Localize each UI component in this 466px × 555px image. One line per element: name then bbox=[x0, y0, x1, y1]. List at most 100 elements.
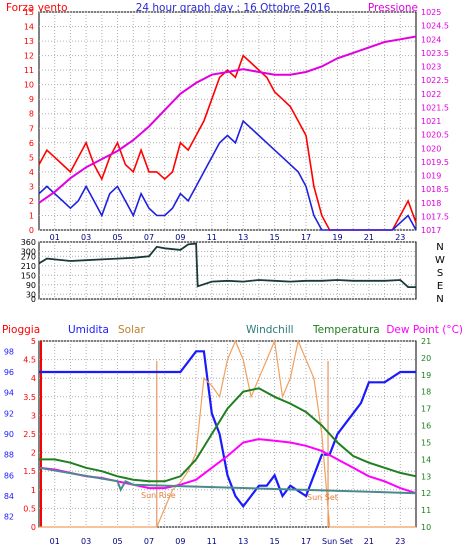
compass-label: W bbox=[435, 255, 445, 266]
hour-tick-label: 23 bbox=[395, 233, 405, 242]
direction-tick-label: 210 bbox=[21, 262, 36, 271]
direction-tick-label: 30 bbox=[26, 290, 36, 299]
wind-tick-label: 15 bbox=[24, 8, 34, 17]
pressure-tick-label: 1018 bbox=[421, 199, 441, 208]
pioggia-tick-label: 0.5 bbox=[23, 504, 36, 513]
pressure-tick-label: 1022.5 bbox=[421, 76, 449, 85]
direction-tick-label: 0 bbox=[31, 295, 36, 304]
hour-tick-label: 23 bbox=[395, 537, 405, 546]
temperatura-tick-label: 12 bbox=[421, 489, 431, 498]
wind-tick-label: 7 bbox=[29, 124, 34, 133]
hour-tick-label: 05 bbox=[112, 537, 122, 546]
wind-tick-label: 5 bbox=[29, 153, 34, 162]
umidita-tick-label: 92 bbox=[4, 409, 14, 418]
temperatura-tick-label: 21 bbox=[421, 337, 431, 346]
wind-series bbox=[38, 35, 417, 231]
hour-tick-label: 07 bbox=[144, 233, 154, 242]
direction-tick-label: 300 bbox=[21, 248, 36, 257]
pioggia-label: Pioggia bbox=[2, 324, 40, 336]
pressure-tick-label: 1024.5 bbox=[421, 22, 449, 31]
umidita-tick-label: 86 bbox=[4, 471, 14, 480]
hour-tick-label: 01 bbox=[50, 537, 60, 546]
pioggia-tick-label: 4.5 bbox=[23, 356, 36, 365]
wind-tick-label: 2 bbox=[29, 197, 34, 206]
hour-tick-label: 21 bbox=[364, 233, 374, 242]
direction-tick-label: 270 bbox=[21, 252, 36, 261]
wind-tick-label: 1 bbox=[29, 211, 34, 220]
umidita-tick-label: 84 bbox=[4, 492, 14, 501]
wind-speed-label: Forza vento bbox=[6, 2, 68, 14]
pressure-tick-label: 1021.5 bbox=[421, 103, 449, 112]
temperatura-tick-label: 13 bbox=[421, 472, 431, 481]
pressure-tick-label: 1020 bbox=[421, 144, 441, 153]
wind-tick-label: 12 bbox=[24, 52, 34, 61]
climate-series bbox=[38, 338, 417, 528]
umidita-tick-label: 98 bbox=[4, 347, 14, 356]
pressure-tick-label: 1025 bbox=[421, 8, 441, 17]
hour-tick-label: Sun Set bbox=[322, 537, 353, 546]
pioggia-tick-label: 4 bbox=[31, 374, 36, 383]
umidita-tick-label: 82 bbox=[4, 513, 14, 522]
temperatura-tick-label: 10 bbox=[421, 523, 431, 532]
wind-tick-label: 13 bbox=[24, 37, 34, 46]
pressure-tick-label: 1017.5 bbox=[421, 212, 449, 221]
temperatura-tick-label: 14 bbox=[421, 455, 431, 464]
direction-tick-label: 90 bbox=[26, 281, 36, 290]
umidita-label: Umidita bbox=[68, 324, 109, 336]
series-raffica bbox=[38, 119, 417, 231]
hour-tick-label: 21 bbox=[364, 537, 374, 546]
wind-panel-frame bbox=[38, 11, 417, 231]
wind-tick-label: 14 bbox=[24, 23, 34, 32]
pioggia-tick-label: 1.5 bbox=[23, 467, 36, 476]
pressure-tick-label: 1021 bbox=[421, 117, 441, 126]
pressure-tick-label: 1022 bbox=[421, 90, 441, 99]
pioggia-tick-label: 0 bbox=[31, 523, 36, 532]
pressure-tick-label: 1017 bbox=[421, 226, 441, 235]
temperatura-tick-label: 16 bbox=[421, 422, 431, 431]
hour-tick-label: 11 bbox=[207, 537, 217, 546]
hour-tick-label: 17 bbox=[301, 233, 311, 242]
sunrise-label: Sun Rise bbox=[141, 491, 176, 500]
pioggia-tick-label: 1 bbox=[31, 486, 36, 495]
hour-tick-label: 09 bbox=[175, 537, 185, 546]
sunset-label: Sun Set bbox=[307, 493, 338, 502]
dewpoint-label: Dew Point (°C) bbox=[386, 324, 463, 336]
compass-label: N bbox=[436, 242, 443, 253]
umidita-tick-label: 94 bbox=[4, 389, 14, 398]
series-temperatura bbox=[39, 387, 417, 483]
series-direzione-vento bbox=[38, 242, 416, 289]
umidita-tick-label: 88 bbox=[4, 451, 14, 460]
compass-label: E bbox=[437, 281, 443, 292]
pioggia-tick-label: 2 bbox=[31, 449, 36, 458]
wind-axis-ticks: 012345678910111213141510171017.510181018… bbox=[24, 8, 449, 242]
climate-axis-ticks: 0 0.5 1 1.5 2 2.5 3 3.5 4 4.5 5 82 84 86 88 90 92 94 96 98 1… bbox=[4, 337, 431, 546]
hour-tick-label: 07 bbox=[144, 537, 154, 546]
pioggia-tick-label: 5 bbox=[31, 337, 36, 346]
pressure-tick-label: 1024 bbox=[421, 35, 441, 44]
direction-series bbox=[38, 242, 416, 289]
pioggia-tick-label: 3 bbox=[31, 411, 36, 420]
pressure-tick-label: 1018.5 bbox=[421, 185, 449, 194]
series-solar bbox=[39, 338, 416, 528]
wind-panel-grid bbox=[39, 11, 416, 231]
hour-tick-label: 17 bbox=[301, 537, 311, 546]
hour-tick-label: 03 bbox=[81, 233, 91, 242]
pressure-tick-label: 1019.5 bbox=[421, 158, 449, 167]
hour-tick-label: 19 bbox=[332, 233, 342, 242]
pressure-tick-label: 1020.5 bbox=[421, 131, 449, 140]
temperatura-tick-label: 19 bbox=[421, 371, 431, 380]
direction-tick-label: 150 bbox=[21, 271, 36, 280]
hour-tick-label: 03 bbox=[81, 537, 91, 546]
pressure-tick-label: 1023.5 bbox=[421, 49, 449, 58]
temperatura-tick-label: 11 bbox=[421, 506, 431, 515]
hour-tick-label: 09 bbox=[175, 233, 185, 242]
compass-label: N bbox=[436, 294, 443, 305]
wind-tick-label: 11 bbox=[24, 66, 34, 75]
series-windchill bbox=[38, 466, 417, 495]
wind-tick-label: 4 bbox=[29, 168, 34, 177]
solar-label: Solar bbox=[118, 324, 145, 336]
umidita-tick-label: 90 bbox=[4, 430, 14, 439]
hour-tick-label: 15 bbox=[270, 233, 280, 242]
